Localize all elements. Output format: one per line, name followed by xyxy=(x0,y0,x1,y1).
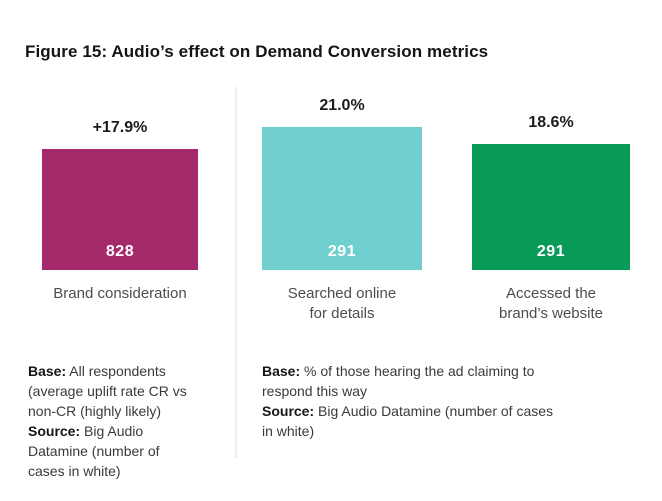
pct-label-accessed-website: 18.6% xyxy=(528,114,574,131)
bar-category-label-line: Brand consideration xyxy=(53,285,187,302)
bar-category-label-line: Accessed the xyxy=(505,285,597,302)
figure-title: Figure 15: Audio’s effect on Demand Conv… xyxy=(25,42,489,61)
bar-category-label-brand-consideration: Brand consideration xyxy=(42,284,198,304)
bar-searched-online: 291 xyxy=(262,127,422,270)
footnote-line: Source: Big Audio xyxy=(28,423,144,439)
footnote-line: (average uplift rate CR vs xyxy=(28,383,187,399)
cases-label-brand-consideration: 828 xyxy=(105,243,135,260)
bar-column-brand-consideration: +17.9% 828 xyxy=(42,88,198,270)
footnote-line: Datamine (number of xyxy=(28,443,160,459)
bar-category-label-accessed-website: Accessed the brand’s website xyxy=(472,284,630,324)
bar-brand-consideration: 828 xyxy=(42,149,198,270)
footnote-left: Base: All respondents (average uplift rat… xyxy=(28,361,228,481)
pct-label-brand-consideration: +17.9% xyxy=(92,119,148,136)
footnote-line: Base: % of those hearing the ad claiming… xyxy=(262,363,535,379)
cases-label-accessed-website: 291 xyxy=(536,243,566,260)
footnote-line: Base: All respondents xyxy=(28,363,166,379)
bar-category-label-line: Searched online xyxy=(287,285,397,302)
bar-column-accessed-website: 18.6% 291 xyxy=(472,88,630,270)
footnote-line: cases in white) xyxy=(28,463,121,479)
footnote-right: Base: % of those hearing the ad claiming… xyxy=(262,361,622,441)
vertical-divider xyxy=(235,87,237,458)
bar-category-label-line: brand’s website xyxy=(499,305,603,322)
footnote-line: Source: Big Audio Datamine (number of ca… xyxy=(262,403,554,419)
bar-column-searched-online: 21.0% 291 xyxy=(262,88,422,270)
bar-category-label-searched-online: Searched online for details xyxy=(262,284,422,324)
bar-accessed-website: 291 xyxy=(472,144,630,270)
footnote-line: non-CR (highly likely) xyxy=(28,403,162,419)
bar-category-label-line: for details xyxy=(309,305,375,322)
footnote-line: respond this way xyxy=(262,383,368,399)
cases-label-searched-online: 291 xyxy=(327,243,357,260)
pct-label-searched-online: 21.0% xyxy=(319,97,365,114)
footnote-line: in white) xyxy=(262,423,315,439)
